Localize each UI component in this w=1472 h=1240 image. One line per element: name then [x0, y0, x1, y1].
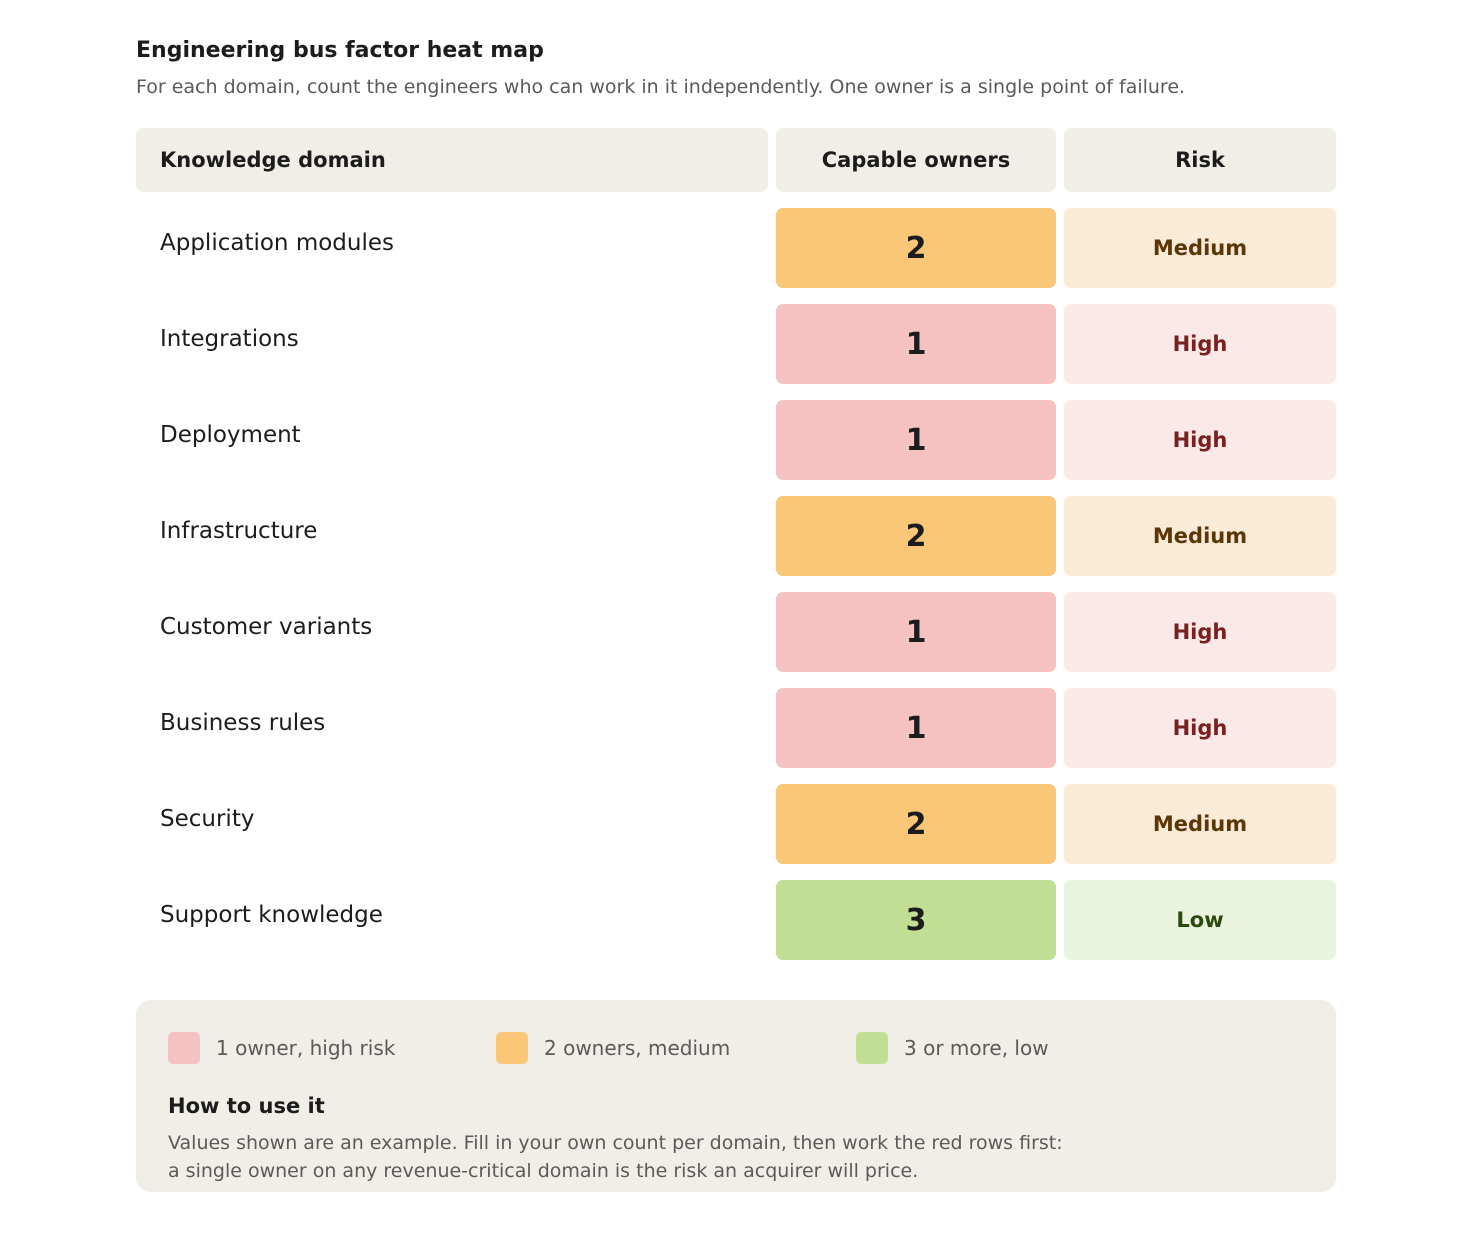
row-domain-label: Application modules — [160, 230, 394, 256]
row-owners-cell: 1 — [776, 400, 1056, 480]
row-risk-cell: Medium — [1064, 208, 1336, 288]
row-risk-cell: High — [1064, 304, 1336, 384]
legend-label-low: 3 or more, low — [904, 1036, 1049, 1060]
row-domain-label: Support knowledge — [160, 902, 383, 928]
howto-text-line-2: a single owner on any revenue-critical d… — [168, 1160, 919, 1182]
howto-text-line-1: Values shown are an example. Fill in you… — [168, 1132, 1063, 1154]
row-domain-label: Infrastructure — [160, 518, 318, 544]
legend-item-low: 3 or more, low — [856, 1032, 1049, 1064]
column-header-domain: Knowledge domain — [136, 128, 768, 192]
row-owners-cell: 3 — [776, 880, 1056, 960]
legend-swatch-high — [168, 1032, 200, 1064]
row-risk-cell: Medium — [1064, 784, 1336, 864]
row-owners-cell: 1 — [776, 304, 1056, 384]
row-owners-cell: 2 — [776, 208, 1056, 288]
legend-item-medium: 2 owners, medium — [496, 1032, 730, 1064]
column-header-risk: Risk — [1064, 128, 1336, 192]
row-risk-cell: High — [1064, 688, 1336, 768]
legend-label-high: 1 owner, high risk — [216, 1036, 396, 1060]
row-owners-cell: 2 — [776, 784, 1056, 864]
legend-label-medium: 2 owners, medium — [544, 1036, 731, 1060]
page-title: Engineering bus factor heat map — [136, 38, 544, 63]
row-domain-label: Integrations — [160, 326, 299, 352]
legend-panel: 1 owner, high risk 2 owners, medium 3 or… — [136, 1000, 1336, 1192]
row-domain-label: Deployment — [160, 422, 301, 448]
row-risk-cell: Low — [1064, 880, 1336, 960]
legend-swatch-medium — [496, 1032, 528, 1064]
row-risk-cell: Medium — [1064, 496, 1336, 576]
row-domain-label: Customer variants — [160, 614, 373, 640]
legend-swatch-low — [856, 1032, 888, 1064]
row-owners-cell: 1 — [776, 592, 1056, 672]
column-header-owners: Capable owners — [776, 128, 1056, 192]
row-risk-cell: High — [1064, 400, 1336, 480]
howto-title: How to use it — [168, 1094, 325, 1118]
page-subtitle: For each domain, count the engineers who… — [136, 76, 1186, 98]
legend-item-high: 1 owner, high risk — [168, 1032, 395, 1064]
row-owners-cell: 1 — [776, 688, 1056, 768]
row-risk-cell: High — [1064, 592, 1336, 672]
row-owners-cell: 2 — [776, 496, 1056, 576]
row-domain-label: Security — [160, 806, 255, 832]
row-domain-label: Business rules — [160, 710, 326, 736]
